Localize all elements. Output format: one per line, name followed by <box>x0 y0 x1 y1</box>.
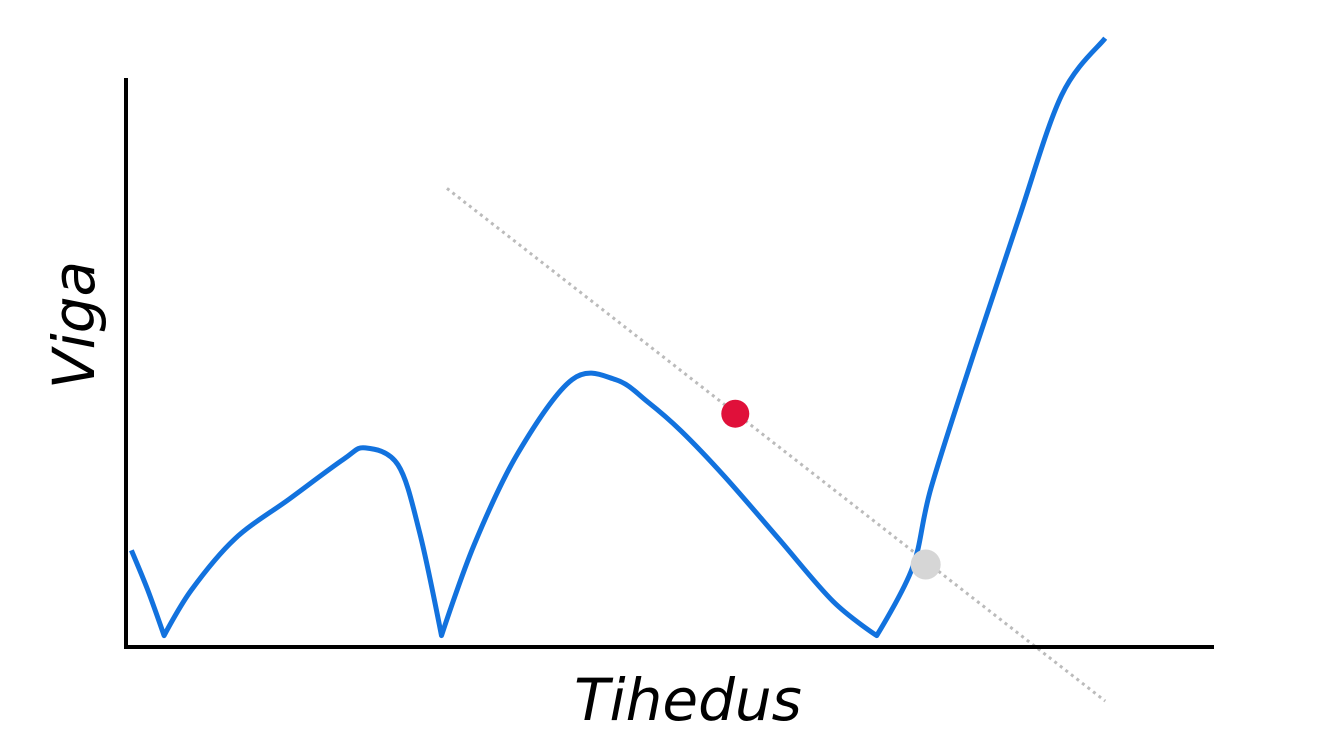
x-axis-label: Tihedus <box>574 666 802 734</box>
tangent-line <box>446 187 1107 703</box>
highlight-point <box>721 399 750 428</box>
secondary-point <box>910 549 941 580</box>
y-axis-label: Viga <box>40 261 108 389</box>
error-curve-series <box>129 36 1108 639</box>
